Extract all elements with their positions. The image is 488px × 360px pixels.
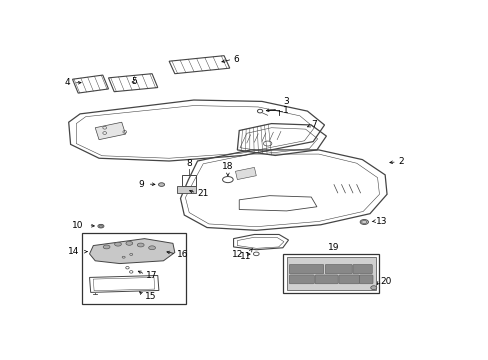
FancyBboxPatch shape xyxy=(352,264,371,274)
Text: 19: 19 xyxy=(327,243,339,252)
Polygon shape xyxy=(235,167,256,180)
Ellipse shape xyxy=(103,245,110,249)
Text: 3: 3 xyxy=(282,98,288,107)
Text: 15: 15 xyxy=(144,292,156,301)
Text: 21: 21 xyxy=(197,189,208,198)
FancyBboxPatch shape xyxy=(325,264,351,274)
FancyBboxPatch shape xyxy=(314,275,338,284)
FancyBboxPatch shape xyxy=(359,275,372,284)
Text: 7: 7 xyxy=(311,121,316,130)
Ellipse shape xyxy=(114,242,121,246)
Ellipse shape xyxy=(126,242,132,245)
Ellipse shape xyxy=(98,224,104,228)
Polygon shape xyxy=(89,239,175,264)
Text: 4: 4 xyxy=(65,78,70,87)
Text: 10: 10 xyxy=(72,221,84,230)
Text: 13: 13 xyxy=(375,217,386,226)
Text: 16: 16 xyxy=(176,250,188,259)
Polygon shape xyxy=(176,186,195,193)
Polygon shape xyxy=(95,122,125,140)
Text: 9: 9 xyxy=(139,180,144,189)
FancyBboxPatch shape xyxy=(289,275,314,284)
Text: 8: 8 xyxy=(185,159,191,168)
Text: 18: 18 xyxy=(222,162,233,171)
Text: 12: 12 xyxy=(231,250,243,259)
Ellipse shape xyxy=(359,220,368,225)
Text: 6: 6 xyxy=(233,55,239,64)
Ellipse shape xyxy=(158,183,164,186)
Text: 11: 11 xyxy=(240,252,251,261)
Text: 5: 5 xyxy=(131,77,137,86)
Text: 2: 2 xyxy=(398,157,403,166)
Ellipse shape xyxy=(137,243,144,247)
Ellipse shape xyxy=(148,246,155,250)
Text: 1: 1 xyxy=(282,106,288,115)
FancyBboxPatch shape xyxy=(289,264,323,274)
Text: 20: 20 xyxy=(380,276,391,285)
Text: 17: 17 xyxy=(146,271,158,280)
Text: 14: 14 xyxy=(68,247,79,256)
FancyBboxPatch shape xyxy=(338,275,359,284)
FancyBboxPatch shape xyxy=(286,257,375,290)
Ellipse shape xyxy=(370,286,376,290)
